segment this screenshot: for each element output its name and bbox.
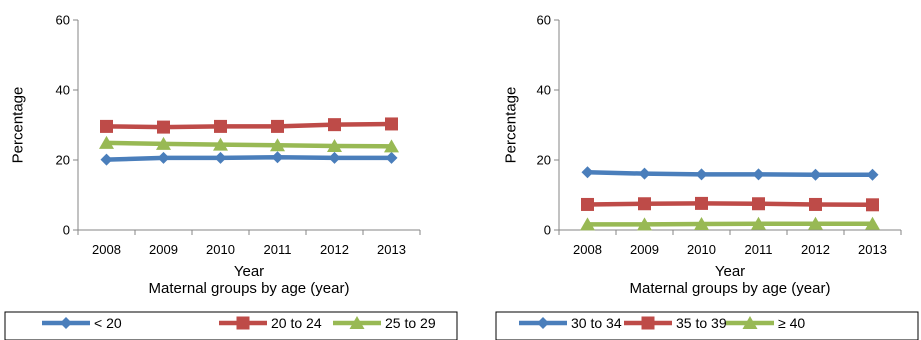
y-tick-label: 0 [63,223,70,238]
data-point [638,167,651,180]
data-point [752,168,765,181]
y-tick-label: 40 [537,83,551,98]
x-axis-title: Year [234,263,264,280]
series-line [106,154,392,162]
y-tick-label: 20 [537,153,551,168]
data-point [866,198,879,212]
legend-label: 30 to 34 [571,315,622,331]
y-axis-title: Percentage [10,87,27,164]
data-point [694,217,709,231]
legend-marker [641,316,655,330]
y-tick-label: 60 [56,13,70,28]
x-axis-title: Year [715,263,745,280]
data-point [271,119,284,133]
data-point [866,168,879,181]
x-tick-label: 2011 [264,242,292,257]
right-chart: 0 20 40 60 2008 2009 2010 2011 2012 2013 Percentag… [495,13,919,340]
data-point [328,151,341,164]
x-tick-label: 2010 [687,242,716,257]
x-tick-label: 2008 [573,242,602,257]
data-point [581,166,594,179]
data-point [580,217,595,231]
data-point [328,118,341,132]
x-tick-label: 2009 [149,242,178,257]
data-point [865,216,880,230]
x-tick-label: 2013 [858,242,887,257]
legend-title: Maternal groups by age (year) [149,280,350,297]
data-point [99,135,114,149]
x-tick-label: 2012 [801,242,830,257]
legend-label: 25 to 29 [385,315,436,331]
y-tick-label: 0 [544,223,551,238]
legend-marker [742,316,758,329]
data-point [100,153,113,166]
data-point [157,151,170,164]
series-line [106,140,392,149]
data-point [637,217,652,231]
data-point [100,119,113,133]
data-point [809,197,822,211]
data-point [695,168,708,181]
data-point [214,119,227,133]
data-point [385,151,398,164]
data-point [271,151,284,164]
legend-label: 35 to 39 [676,315,727,331]
legend-marker [236,316,250,330]
data-point [808,216,823,230]
legend-marker [537,317,549,329]
y-tick-label: 20 [56,153,70,168]
x-tick-label: 2010 [206,242,235,257]
data-point [581,197,594,211]
data-point [156,136,171,150]
data-point [752,197,765,211]
left-chart: 0 20 40 60 2008 2009 2010 2011 2012 2013 Percentag… [4,13,458,340]
legend-label: ≥ 40 [778,315,805,331]
legend-marker [349,316,365,329]
legend-box [495,311,919,340]
series-line [587,170,873,177]
data-point [384,139,399,153]
data-point [327,139,342,152]
data-point [751,216,766,230]
y-axis-title: Percentage [503,87,520,164]
x-tick-label: 2008 [92,242,121,257]
legend-marker [60,317,72,329]
y-tick-label: 60 [537,13,551,28]
legend-label: 20 to 24 [271,315,322,331]
series-line [106,121,392,130]
data-point [809,168,822,181]
y-tick-label: 40 [56,83,70,98]
data-point [695,196,708,210]
data-point [270,138,285,152]
series-line [587,201,873,208]
legend-box [4,311,458,340]
data-point [638,197,651,211]
data-point [157,120,170,134]
x-tick-label: 2012 [320,242,349,257]
data-point [214,151,227,164]
data-point [385,117,398,131]
data-point [213,137,228,151]
x-tick-label: 2009 [630,242,659,257]
legend-label: < 20 [94,315,122,331]
legend-title: Maternal groups by age (year) [630,280,831,297]
x-tick-label: 2011 [745,242,773,257]
x-tick-label: 2013 [377,242,406,257]
series-line [587,221,873,227]
